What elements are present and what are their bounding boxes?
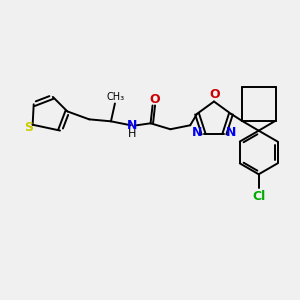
- Text: N: N: [226, 126, 237, 139]
- Text: H: H: [128, 129, 136, 139]
- Text: Cl: Cl: [252, 190, 265, 202]
- Text: O: O: [149, 93, 160, 106]
- Text: O: O: [210, 88, 220, 101]
- Text: S: S: [24, 121, 33, 134]
- Text: N: N: [191, 126, 202, 139]
- Text: N: N: [127, 119, 137, 132]
- Text: CH₃: CH₃: [107, 92, 125, 101]
